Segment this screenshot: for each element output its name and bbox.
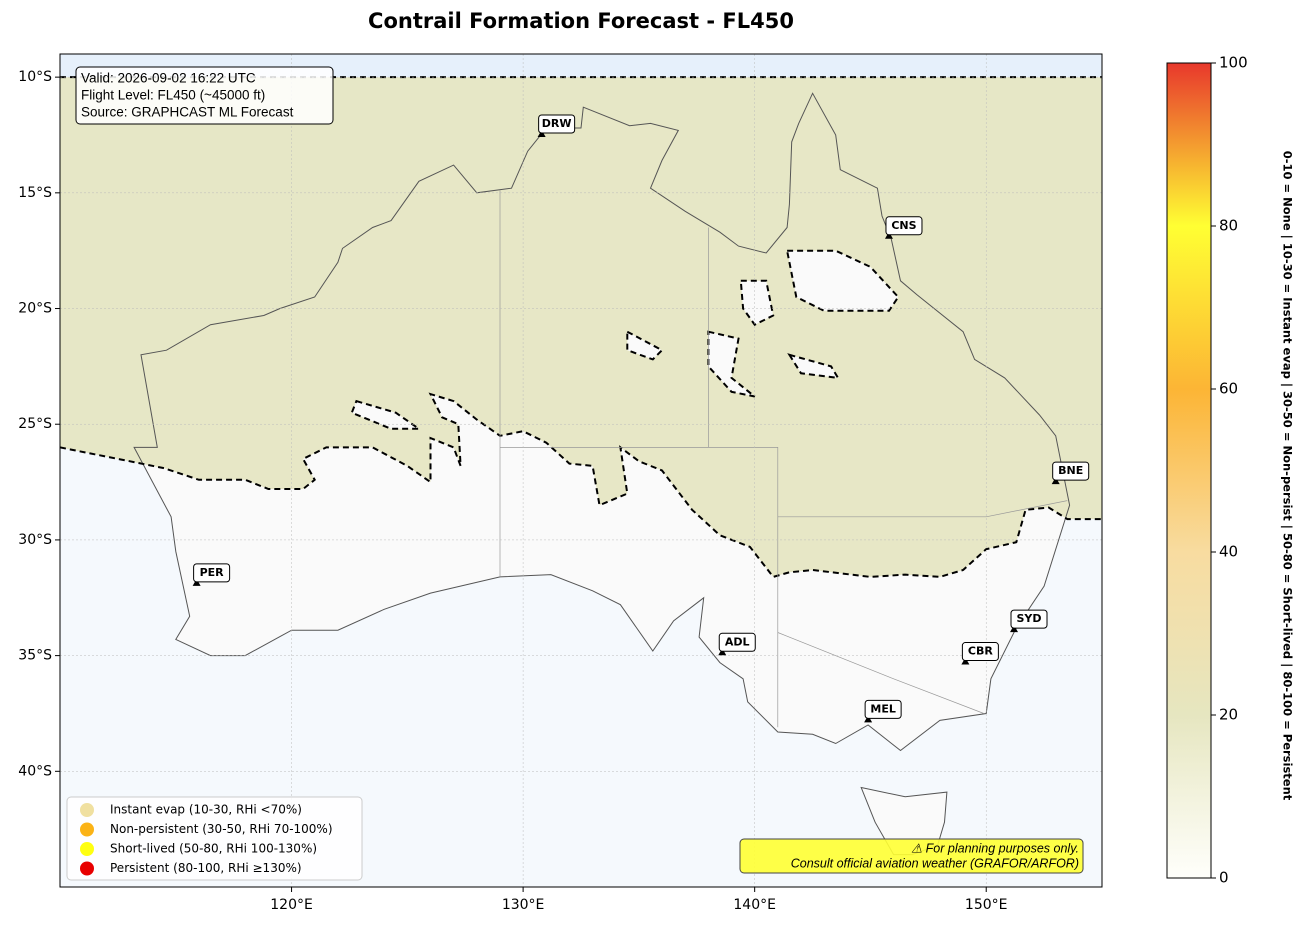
disclaimer-box xyxy=(739,838,1084,874)
y-tick-label: 35°S xyxy=(18,648,52,664)
city-label-box xyxy=(193,563,231,583)
city-label: MEL xyxy=(870,702,895,715)
city-label-box xyxy=(961,642,999,662)
city-label-box xyxy=(1010,609,1048,629)
state-border xyxy=(777,632,985,714)
colorbar-tick-label: 40 xyxy=(1219,543,1238,561)
legend-swatch xyxy=(80,861,94,876)
legend-swatch xyxy=(80,822,94,837)
legend-box xyxy=(66,796,363,881)
disclaimer-text: ⚠ For planning purposes only. xyxy=(911,841,1079,855)
colorbar-label: 0-10 = None | 10-30 = Instant evap | 30-… xyxy=(1281,151,1295,801)
info-text: Valid: 2026-09-02 16:22 UTC xyxy=(81,71,256,86)
legend-swatch xyxy=(80,842,94,856)
city-label-box xyxy=(718,632,756,652)
forecast-field xyxy=(60,77,1102,577)
contour-line xyxy=(60,392,1102,579)
state-border xyxy=(777,500,1068,518)
x-tick-label: 140°E xyxy=(733,897,776,913)
map-frame xyxy=(59,53,1103,888)
y-tick-label: 10°S xyxy=(18,69,52,85)
y-tick-label: 15°S xyxy=(18,185,52,201)
contour-region xyxy=(626,330,664,361)
colorbar xyxy=(1166,62,1212,879)
y-tick-label: 20°S xyxy=(18,301,52,317)
city-label: ADL xyxy=(725,635,750,648)
city-label-box xyxy=(1052,461,1090,481)
legend-swatch xyxy=(80,803,94,817)
contour-region xyxy=(787,353,840,380)
y-tick-label: 30°S xyxy=(18,532,52,548)
contour-region xyxy=(785,249,900,312)
disclaimer-text: Consult official aviation weather (GRAFO… xyxy=(791,856,1079,870)
x-tick-label: 120°E xyxy=(270,897,313,913)
city-label-box xyxy=(885,216,923,236)
contour-region xyxy=(707,330,756,398)
contour-region xyxy=(350,399,423,430)
contour-region xyxy=(739,279,775,326)
colorbar-tick-label: 100 xyxy=(1219,54,1248,72)
info-text: Flight Level: FL450 (~45000 ft) xyxy=(81,88,265,103)
land xyxy=(861,787,947,855)
city-label-box xyxy=(538,114,576,134)
city-label-box xyxy=(864,699,902,719)
x-tick-label: 130°E xyxy=(502,897,545,913)
city-label: SYD xyxy=(1016,612,1041,625)
y-tick-label: 40°S xyxy=(18,763,52,779)
colorbar-tick-label: 0 xyxy=(1219,869,1229,887)
x-tick-label: 150°E xyxy=(965,897,1008,913)
city-label: CNS xyxy=(891,219,916,232)
colorbar-tick-label: 80 xyxy=(1219,217,1238,235)
info-text: Source: GRAPHCAST ML Forecast xyxy=(81,105,294,120)
legend-label: Persistent (80-100, RHi ≥130%) xyxy=(110,861,302,875)
colorbar-tick-label: 20 xyxy=(1219,706,1238,724)
legend-label: Non-persistent (30-50, RHi 70-100%) xyxy=(110,822,333,836)
y-tick-label: 25°S xyxy=(18,416,52,432)
city-label: DRW xyxy=(542,117,572,130)
legend-label: Short-lived (50-80, RHi 100-130%) xyxy=(110,842,317,856)
info-box xyxy=(75,66,334,125)
map xyxy=(60,54,1102,887)
overlays: 120°E 130°E 140°E 150°E 10°S 15°S 20°S 25°S 30°S… xyxy=(18,66,1090,913)
legend-label: Instant evap (10-30, RHi <70%) xyxy=(110,803,302,817)
city-label: PER xyxy=(200,566,225,579)
state-border xyxy=(500,447,779,728)
city-label: BNE xyxy=(1058,464,1083,477)
city-label: CBR xyxy=(968,645,993,658)
title: Contrail Formation Forecast - FL450 xyxy=(368,9,794,33)
colorbar-tick-label: 60 xyxy=(1219,380,1238,398)
